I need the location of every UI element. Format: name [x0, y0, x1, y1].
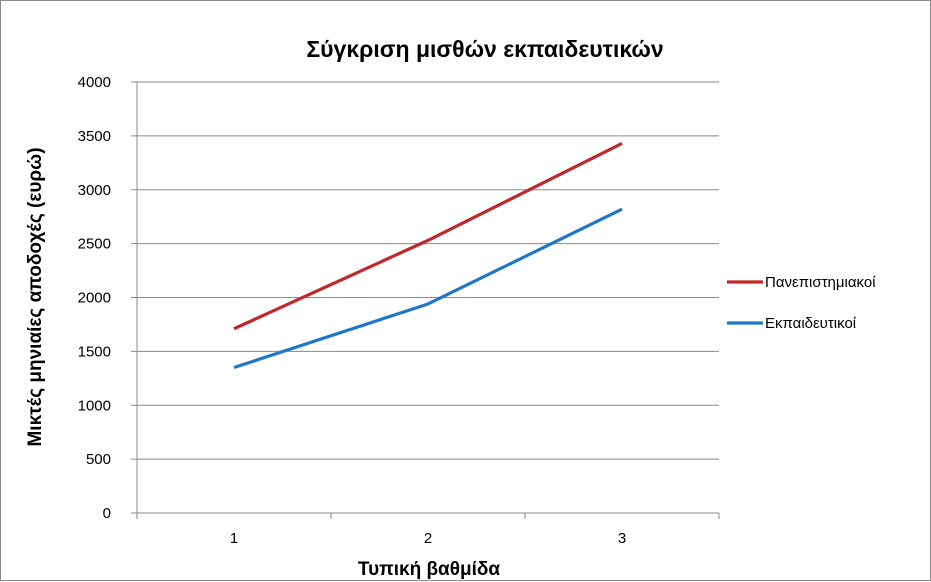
y-tick-label: 500 — [86, 451, 111, 468]
y-tick-label: 0 — [103, 505, 111, 522]
y-tick-label: 3000 — [78, 182, 111, 199]
series-line-2 — [233, 207, 623, 370]
legend-label-1: Πανεπιστημιακοί — [765, 274, 876, 291]
x-tick-label: 2 — [424, 530, 432, 547]
y-axis-title: Μικτές μηνιαίες αποδοχές (ευρώ) — [25, 147, 46, 446]
x-tick-label: 3 — [618, 530, 626, 547]
y-tick-label: 4000 — [78, 74, 111, 91]
legend-label-2: Εκπαιδευτικοί — [765, 315, 857, 332]
x-axis-title: Τυπική βαθμίδα — [358, 559, 501, 580]
x-tick-label: 1 — [230, 530, 238, 547]
axes: 0 500 1000 1500 2000 2500 3000 3500 4000 1 2 3 — [78, 74, 720, 547]
legend: Πανεπιστημιακοί Εκπαιδευτικοί — [727, 274, 876, 332]
chart-title: Σύγκριση μισθών εκπαιδευτικών — [306, 36, 663, 62]
gridlines — [137, 81, 719, 460]
series-lines — [233, 141, 623, 370]
y-tick-label: 2000 — [78, 290, 111, 307]
y-tick-label: 1500 — [78, 343, 111, 360]
y-tick-label: 3500 — [78, 128, 111, 145]
y-tick-label: 1000 — [78, 397, 111, 414]
y-tick-label: 2500 — [78, 236, 111, 253]
series-line-1 — [233, 141, 623, 331]
